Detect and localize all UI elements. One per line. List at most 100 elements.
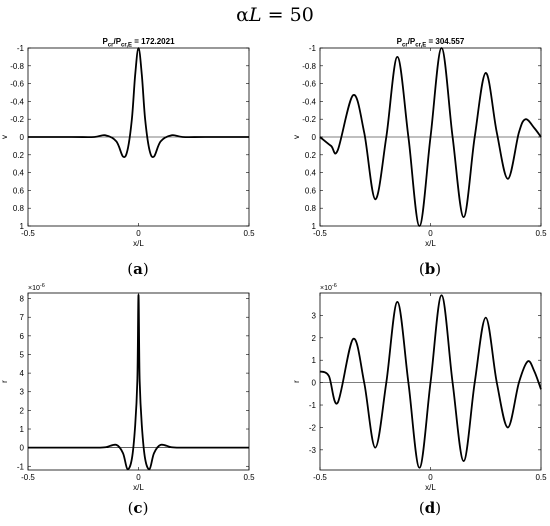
series-line-b bbox=[319, 47, 542, 227]
title-subscript: cr bbox=[402, 43, 408, 49]
y-tick-label: -2 bbox=[309, 423, 317, 432]
title-part: P bbox=[397, 37, 403, 46]
y-tick-label: -0.8 bbox=[10, 62, 24, 71]
x-tick-label: -0.5 bbox=[21, 229, 35, 238]
y-tick-label: 0.4 bbox=[305, 169, 317, 178]
x-tick-label: -0.5 bbox=[313, 473, 327, 482]
y-tick-label: -0.2 bbox=[10, 115, 24, 124]
y-tick-label: -1 bbox=[309, 401, 317, 410]
y-tick-label: 0.6 bbox=[13, 186, 25, 195]
y-tick-label: 3 bbox=[312, 311, 317, 320]
y-tick-label: 3 bbox=[20, 388, 25, 397]
caption-text: ( bbox=[419, 499, 425, 517]
x-tick-label: 0 bbox=[428, 473, 433, 482]
y-tick-label: 8 bbox=[20, 295, 25, 304]
y-tick-label: 0.4 bbox=[13, 169, 25, 178]
y-tick-label: -0.4 bbox=[302, 97, 316, 106]
plot-a: -0.5 0 0.5 -1 -0.8 -0.6 -0.4 -0.2 0 0.2 0.4 0.6 0.8 1… bbox=[0, 37, 255, 278]
plot-d: -0.5 0 0.5 -3 -2 -1 0 1 2 3 x/L r ×10-6 (d) bbox=[292, 283, 547, 517]
title-part: /P bbox=[113, 37, 121, 46]
y-tick-label: -0.2 bbox=[302, 115, 316, 124]
x-tick-label: 0.5 bbox=[243, 229, 255, 238]
x-axis-label: x/L bbox=[133, 483, 144, 492]
series-line-a bbox=[27, 47, 249, 158]
y-tick-label: 0.8 bbox=[13, 204, 25, 213]
y-tick-label: 0.2 bbox=[305, 151, 317, 160]
y-tick-label: -0.6 bbox=[10, 80, 24, 89]
caption-letter: c bbox=[133, 499, 142, 517]
y-tick-label: 0.8 bbox=[305, 204, 317, 213]
y-tick-label: 6 bbox=[20, 332, 25, 341]
x-tick-label: 0 bbox=[136, 229, 141, 238]
panel-caption-c: (c) bbox=[128, 499, 149, 517]
y-tick-label: -0.6 bbox=[302, 80, 316, 89]
y-exponent-power: -6 bbox=[40, 283, 45, 289]
x-axis-label: x/L bbox=[425, 483, 436, 492]
y-tick-label: 0 bbox=[20, 133, 25, 142]
y-tick-label: -1 bbox=[17, 44, 25, 53]
y-tick-label: 1 bbox=[20, 425, 25, 434]
y-tick-label: -3 bbox=[309, 446, 317, 455]
plot-b: -0.5 0 0.5 -1 -0.8 -0.6 -0.4 -0.2 0 0.2 0.4 0.6 0.8 1… bbox=[292, 37, 547, 278]
x-tick-label: 0 bbox=[428, 229, 433, 238]
caption-text: ) bbox=[435, 499, 441, 517]
y-axis-label: v bbox=[292, 135, 301, 139]
title-part: = 172.2021 bbox=[132, 37, 175, 46]
x-axis-label: x/L bbox=[133, 239, 144, 248]
caption-letter: b bbox=[425, 260, 436, 278]
y-tick-label: -1 bbox=[17, 462, 25, 471]
y-tick-label: 0.6 bbox=[305, 186, 317, 195]
y-tick-label: 4 bbox=[20, 369, 25, 378]
panel-caption-a: (a) bbox=[127, 260, 148, 278]
x-tick-label: 0.5 bbox=[243, 473, 255, 482]
plot-title: Pcr/Pcr,E = 304.557 bbox=[397, 37, 465, 49]
y-tick-label: -0.4 bbox=[10, 97, 24, 106]
caption-text: ( bbox=[419, 260, 425, 278]
caption-text: ( bbox=[127, 260, 133, 278]
plot-c: -0.5 0 0.5 -1 0 1 2 3 4 5 6 7 8 x/L r ×10-6 (c) bbox=[0, 283, 255, 517]
y-axis-label: r bbox=[0, 380, 9, 383]
y-tick-label: 1 bbox=[20, 222, 25, 231]
title-part: P bbox=[102, 37, 108, 46]
y-axis-label: r bbox=[292, 380, 301, 383]
y-tick-label: 0.2 bbox=[13, 151, 25, 160]
title-subscript: cr,E bbox=[121, 43, 132, 49]
caption-text: ) bbox=[143, 499, 149, 517]
y-tick-label: 1 bbox=[312, 222, 317, 231]
y-tick-label: 7 bbox=[20, 313, 25, 322]
y-exponent-power: -6 bbox=[332, 283, 337, 289]
panel-caption-d: (d) bbox=[419, 499, 441, 517]
y-tick-label: 1 bbox=[312, 356, 317, 365]
caption-letter: a bbox=[133, 260, 143, 278]
y-tick-label: 0 bbox=[20, 444, 25, 453]
title-part: /P bbox=[408, 37, 416, 46]
y-tick-label: 0 bbox=[312, 379, 317, 388]
length-variable: L bbox=[249, 4, 262, 26]
title-value: = 50 bbox=[261, 4, 314, 26]
x-tick-label: 0.5 bbox=[535, 473, 547, 482]
series-line-d bbox=[319, 294, 542, 469]
y-tick-label: 2 bbox=[20, 406, 25, 415]
x-tick-label: 0.5 bbox=[535, 229, 547, 238]
figure-title: αL = 50 bbox=[0, 4, 550, 26]
y-axis-label: v bbox=[0, 135, 9, 139]
caption-text: ) bbox=[435, 260, 441, 278]
series-line-c bbox=[27, 293, 249, 471]
y-tick-label: -1 bbox=[309, 44, 317, 53]
alpha-symbol: α bbox=[236, 4, 250, 26]
title-part: = 304.557 bbox=[426, 37, 465, 46]
x-tick-label: 0 bbox=[136, 473, 141, 482]
caption-text: ( bbox=[128, 499, 134, 517]
caption-letter: d bbox=[425, 499, 436, 517]
y-tick-label: 2 bbox=[312, 334, 317, 343]
title-subscript: cr,E bbox=[415, 43, 426, 49]
x-tick-label: -0.5 bbox=[313, 229, 327, 238]
panel-caption-b: (b) bbox=[419, 260, 441, 278]
caption-text: ) bbox=[143, 260, 149, 278]
x-axis-label: x/L bbox=[425, 239, 436, 248]
y-tick-label: 0 bbox=[312, 133, 317, 142]
y-tick-label: 5 bbox=[20, 350, 25, 359]
x-tick-label: -0.5 bbox=[21, 473, 35, 482]
y-exponent-label: ×10-6 bbox=[320, 283, 337, 292]
